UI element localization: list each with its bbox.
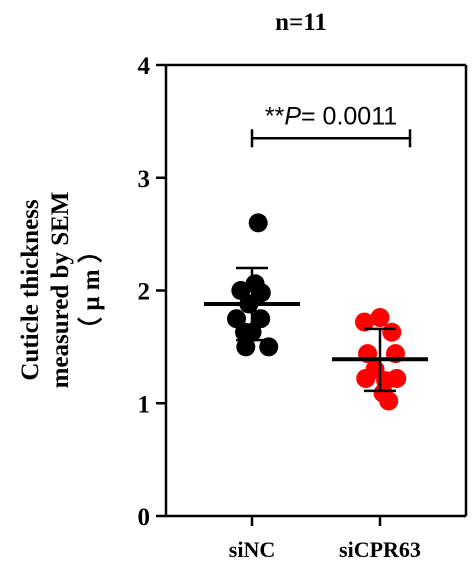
series-1-point-8 xyxy=(387,368,407,388)
y-axis-title-line-2: measured by SEM xyxy=(47,192,74,389)
y-tick-label-3: 3 xyxy=(138,166,151,193)
x-tick-label-1: siCPR63 xyxy=(339,537,421,562)
series-0-point-9 xyxy=(259,337,279,357)
series-0-point-0 xyxy=(248,213,268,233)
plot-area: 0 1 2 3 4 siNC siCPR63 **P= 0.0011 xyxy=(138,53,468,562)
chart-title: n=11 xyxy=(275,9,327,36)
series-1-point-2 xyxy=(382,322,402,342)
y-axis-title: Cuticle thickness measured by SEM （ μ m … xyxy=(17,192,105,389)
series-0-point-8 xyxy=(236,337,256,357)
series-1-point-1 xyxy=(370,308,390,328)
y-tick-label-1: 1 xyxy=(138,391,151,418)
series-0-point-3 xyxy=(251,283,271,303)
p-symbol: P xyxy=(284,102,301,130)
p-value-annotation: **P= 0.0011 xyxy=(265,102,397,130)
y-tick-label-2: 2 xyxy=(138,279,151,306)
series-1-point-10 xyxy=(379,391,399,411)
y-axis-title-line-3: （ μ m ） xyxy=(76,238,105,342)
significance-stars: ** xyxy=(265,102,285,130)
series-1-point-0 xyxy=(355,312,374,332)
p-value: = 0.0011 xyxy=(301,102,397,130)
y-tick-label-0: 0 xyxy=(138,504,151,531)
y-tick-label-4: 4 xyxy=(138,53,151,80)
y-axis-title-line-1: Cuticle thickness xyxy=(17,199,44,381)
series-1-point-6 xyxy=(356,368,376,388)
series-0-point-5 xyxy=(251,309,271,329)
x-tick-label-0: siNC xyxy=(229,537,275,562)
